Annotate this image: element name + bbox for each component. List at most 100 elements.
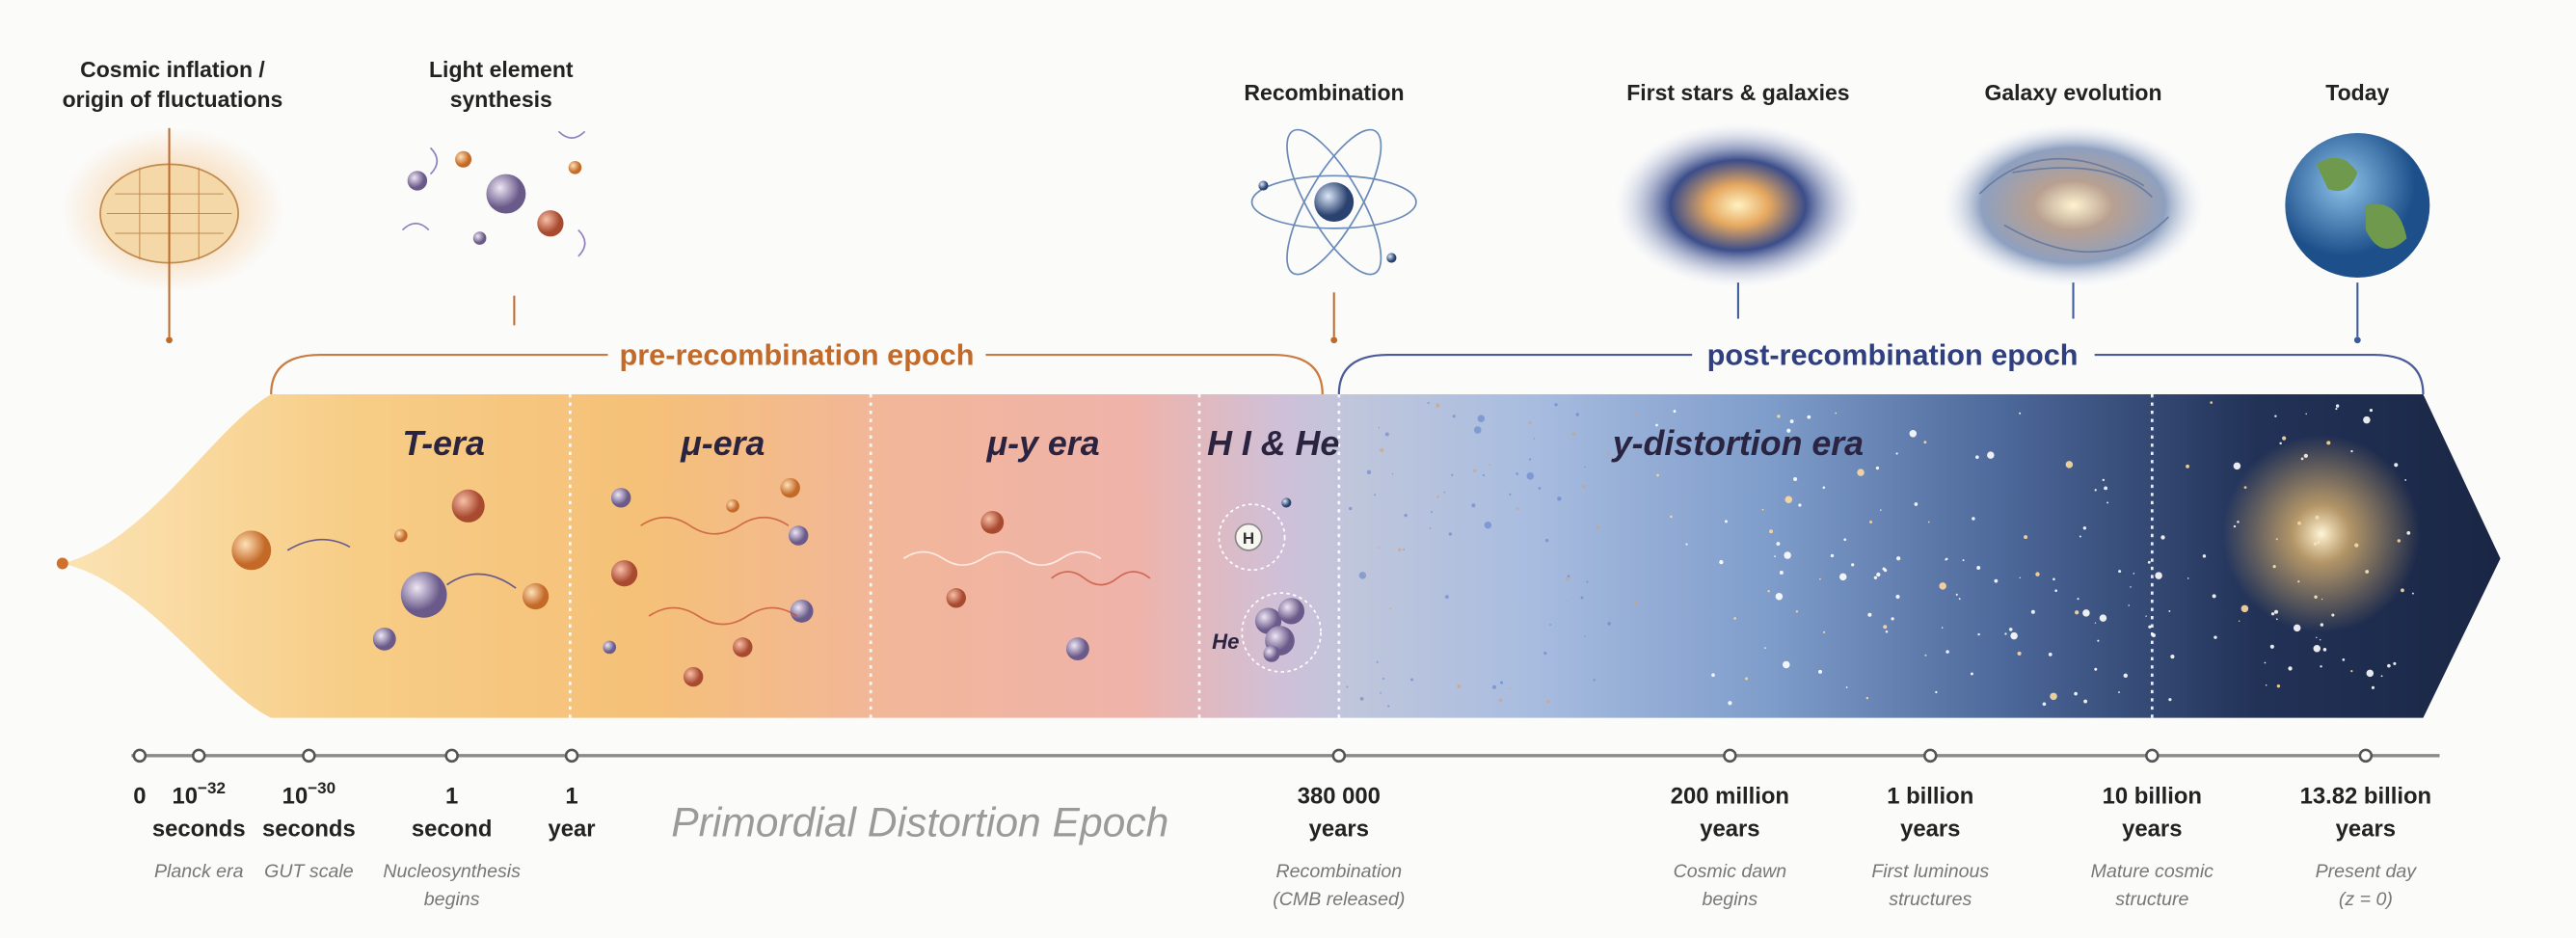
star <box>2019 576 2021 578</box>
star <box>1526 472 1535 480</box>
star <box>1528 458 1532 461</box>
star <box>1516 472 1518 475</box>
particles <box>231 477 1322 687</box>
star <box>2042 702 2047 707</box>
event-title: Cosmic inflation / origin of fluctuations <box>63 57 283 112</box>
star <box>1533 438 1536 440</box>
tick-note-line: begins <box>424 889 480 910</box>
star <box>1819 577 1821 580</box>
star <box>1835 412 1837 415</box>
star <box>2082 609 2090 617</box>
star <box>2366 669 2375 678</box>
tick-label: 13.82 billion years <box>2300 783 2432 842</box>
star <box>2074 691 2078 696</box>
star <box>2238 620 2241 622</box>
star <box>1584 466 1586 469</box>
star <box>2276 684 2281 688</box>
event-illustrations <box>61 122 2430 293</box>
star <box>1382 677 1385 681</box>
star <box>1977 632 1980 636</box>
star <box>1498 698 1503 703</box>
star <box>1685 543 1688 546</box>
star <box>1484 522 1492 529</box>
tick-label-line: 380 000 <box>1298 783 1381 809</box>
star <box>2394 463 2399 468</box>
star <box>2094 489 2097 492</box>
star <box>1429 527 1432 529</box>
star <box>1349 506 1353 511</box>
star <box>1427 401 1430 405</box>
tick-marker <box>132 748 148 764</box>
pre-epoch-brace <box>270 353 1324 394</box>
star <box>2024 535 2028 540</box>
star <box>1473 426 1482 434</box>
event-title-line: origin of fluctuations <box>63 87 283 112</box>
star <box>2342 658 2346 661</box>
star <box>1839 573 1847 581</box>
star <box>1384 432 1389 437</box>
star <box>1634 414 1637 417</box>
star <box>1970 672 1973 676</box>
star <box>2214 635 2217 639</box>
star <box>2363 415 2371 424</box>
star <box>2065 461 2074 469</box>
star <box>2265 683 2267 686</box>
star <box>1431 510 1434 513</box>
era-label: μ-era <box>680 424 765 463</box>
star <box>2350 670 2353 673</box>
star <box>2320 665 2322 668</box>
star <box>1909 430 1918 438</box>
star <box>1994 578 1999 583</box>
star <box>1544 538 1549 543</box>
star <box>1546 700 1550 704</box>
star <box>2387 663 2391 668</box>
tick-marker <box>2358 748 2374 764</box>
star <box>2130 586 2132 588</box>
star <box>1586 580 1589 583</box>
star <box>1882 567 1886 571</box>
star <box>1451 473 1454 476</box>
star <box>1885 630 1889 633</box>
star <box>1509 687 1512 689</box>
star <box>1499 681 1504 684</box>
star <box>1857 469 1865 476</box>
galaxy-cluster-glow <box>2222 435 2421 633</box>
tick-note-line: Nucleosynthesis <box>383 861 521 882</box>
star <box>2319 638 2321 641</box>
tick-label-line: 10 <box>173 783 199 809</box>
star <box>1798 503 1802 507</box>
tick-note-line: Mature cosmic <box>2091 861 2214 882</box>
star <box>1923 441 1927 444</box>
star <box>2404 479 2407 481</box>
tick-label-line: 0 <box>133 783 146 809</box>
star <box>1924 654 1927 657</box>
tick-marker <box>1923 748 1938 764</box>
tick-note-line: structure <box>2115 889 2188 910</box>
star <box>2075 610 2080 615</box>
star <box>1745 677 1748 681</box>
tick-label: 10−30 seconds <box>262 779 356 842</box>
atom-label: He <box>1212 630 1239 654</box>
star <box>1976 566 1981 570</box>
star <box>1584 634 1586 637</box>
star <box>1634 601 1638 605</box>
tick-marker <box>444 748 459 764</box>
star <box>1538 487 1542 490</box>
tick-exponent: −30 <box>308 779 335 797</box>
star <box>1477 415 1486 422</box>
star <box>1873 576 1878 579</box>
star <box>2393 661 2397 665</box>
star <box>1927 521 1930 523</box>
star <box>1404 513 1408 518</box>
star <box>1764 647 1766 649</box>
star <box>2035 572 2040 576</box>
star <box>1830 553 1835 558</box>
star <box>1575 413 1580 416</box>
star <box>1975 455 1979 460</box>
star <box>2079 535 2081 538</box>
star <box>2212 594 2216 599</box>
star <box>2369 408 2374 413</box>
star <box>1380 691 1382 694</box>
star <box>2305 413 2308 415</box>
star <box>1774 555 1776 557</box>
